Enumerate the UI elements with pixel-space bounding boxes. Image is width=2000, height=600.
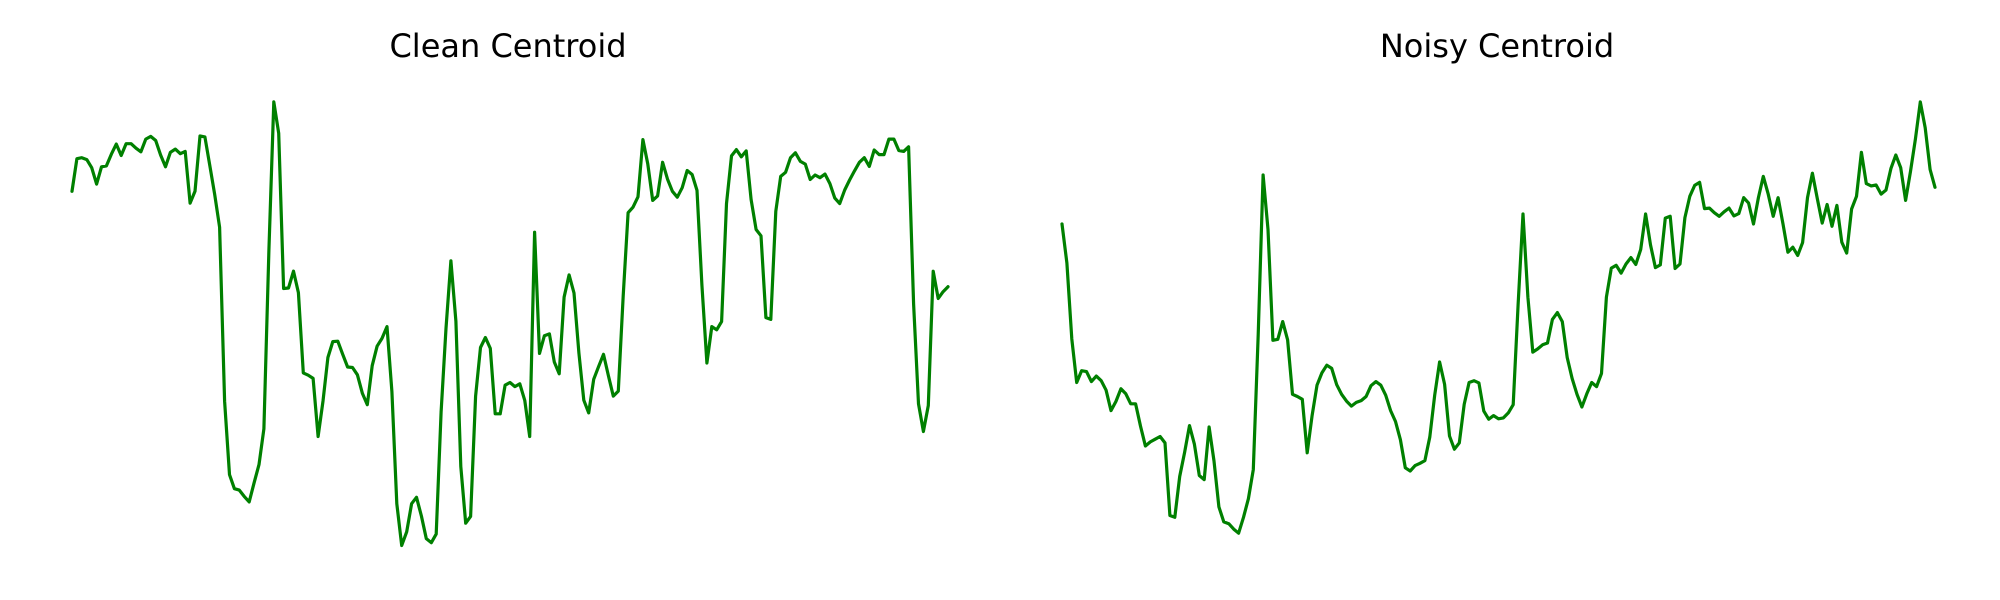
series-line-clean [70,100,950,548]
panel-clean-centroid: Clean Centroid [70,27,950,548]
chart-title-clean: Clean Centroid [389,27,626,65]
panel-noisy-centroid: Noisy Centroid [1060,27,1937,535]
series-line-noisy [1060,100,1937,535]
chart-title-noisy: Noisy Centroid [1380,27,1614,65]
